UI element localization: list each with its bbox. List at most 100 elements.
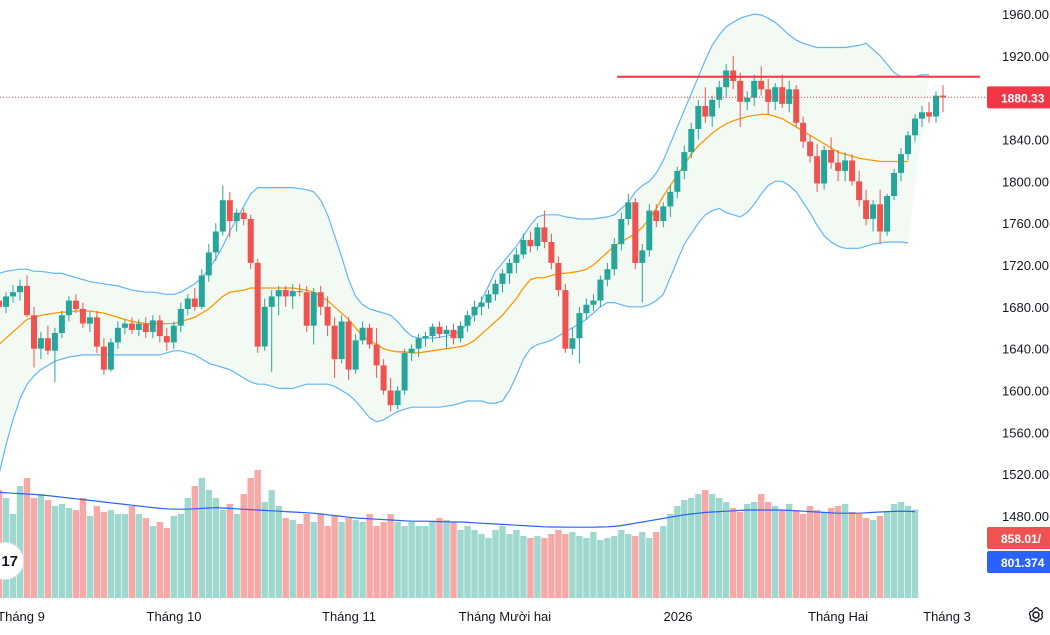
candle-body [492, 283, 499, 295]
candle [10, 284, 16, 303]
candle [667, 185, 674, 217]
candle [72, 294, 79, 314]
candle-body [37, 338, 44, 349]
volume-tag-text: 858.01/ [1001, 532, 1042, 546]
volume-bar [464, 526, 471, 598]
candle [163, 327, 170, 351]
candle-body [86, 317, 93, 324]
candle [37, 331, 44, 360]
volume-bar [282, 518, 289, 598]
candle [940, 85, 946, 113]
candle [233, 208, 240, 232]
candle-body [723, 70, 730, 88]
volume-bar [79, 498, 87, 598]
volume-tag-bg [987, 527, 1050, 549]
candle [212, 223, 219, 261]
last-price-tag-bg [987, 86, 1050, 109]
volume-bar [331, 516, 338, 598]
candle [254, 258, 261, 353]
candle [240, 208, 247, 226]
volume-bar [786, 504, 793, 598]
price-tick-label: 1640.00 [1002, 342, 1049, 357]
candle-body [282, 290, 289, 297]
candle-body [604, 269, 611, 280]
candle-body [688, 129, 695, 152]
candle-body [681, 152, 688, 171]
candle-body [359, 327, 366, 341]
candle [121, 319, 128, 334]
volume-bar [142, 518, 149, 598]
volume-bar [737, 512, 744, 598]
volume-bar [247, 478, 254, 598]
candle [681, 145, 688, 180]
candle-body [121, 323, 128, 328]
candle [702, 87, 709, 123]
candle [905, 131, 911, 161]
volume-bar [471, 530, 478, 598]
candle [352, 334, 359, 374]
volume-bar [506, 534, 513, 598]
candle-body [534, 227, 541, 247]
candle [807, 135, 814, 163]
volume-bar [338, 522, 345, 598]
volume-bar [883, 512, 891, 598]
candle-body [709, 99, 716, 117]
candle [870, 200, 877, 232]
candle [716, 80, 723, 109]
candle-body [240, 212, 247, 219]
volume-bar [422, 526, 429, 598]
volume-bar [772, 506, 779, 598]
candle [198, 269, 205, 309]
volume-bar [415, 526, 422, 598]
time-tick-label: 2026 [664, 609, 693, 624]
volume-bar [841, 504, 849, 598]
volume-bar [723, 502, 730, 598]
candle-body [142, 323, 149, 332]
bb-basis-line [0, 113, 908, 354]
candle [324, 296, 331, 337]
candle [506, 258, 513, 284]
candle-body [499, 273, 506, 284]
settings-icon [1028, 606, 1044, 623]
price-tick-label: 1800.00 [1002, 174, 1049, 189]
candle [282, 285, 289, 307]
candle [184, 294, 191, 316]
volume-bar [240, 494, 247, 598]
candle [625, 193, 632, 226]
volume-bar [191, 486, 198, 598]
volume-bar [806, 506, 814, 598]
candle [793, 85, 800, 127]
price-lines [0, 75, 1050, 98]
candle-body [198, 275, 205, 307]
volume-bar [485, 538, 492, 598]
candle-body [569, 338, 576, 349]
candle-body [422, 336, 429, 339]
candle [219, 185, 226, 236]
candle-body [79, 308, 86, 324]
candle-body [807, 141, 814, 157]
candle-body [401, 352, 408, 391]
candle-body [366, 327, 373, 345]
volume-bar [275, 506, 282, 598]
candle-body [898, 154, 904, 173]
candle-body [905, 135, 911, 155]
candle-body [100, 346, 107, 370]
candle-body [31, 315, 37, 349]
candle [653, 204, 660, 228]
candle-body [562, 290, 569, 349]
volume-bar [611, 536, 618, 598]
candle-body [597, 279, 604, 301]
volume-bar [401, 526, 408, 598]
time-axis: Tháng 9 Tháng 10 Tháng 11 Tháng Mười hai 202… [0, 609, 971, 624]
candle [772, 83, 779, 111]
settings-button[interactable] [1025, 604, 1047, 626]
candle-body [800, 122, 807, 142]
volume-bar [198, 478, 205, 598]
volume-bar [163, 528, 170, 598]
candle [590, 294, 597, 311]
candle-body [765, 89, 772, 102]
candle-body [471, 306, 478, 316]
price-axis: 1960.001920.001880.001840.001800.001760.… [1002, 7, 1049, 524]
